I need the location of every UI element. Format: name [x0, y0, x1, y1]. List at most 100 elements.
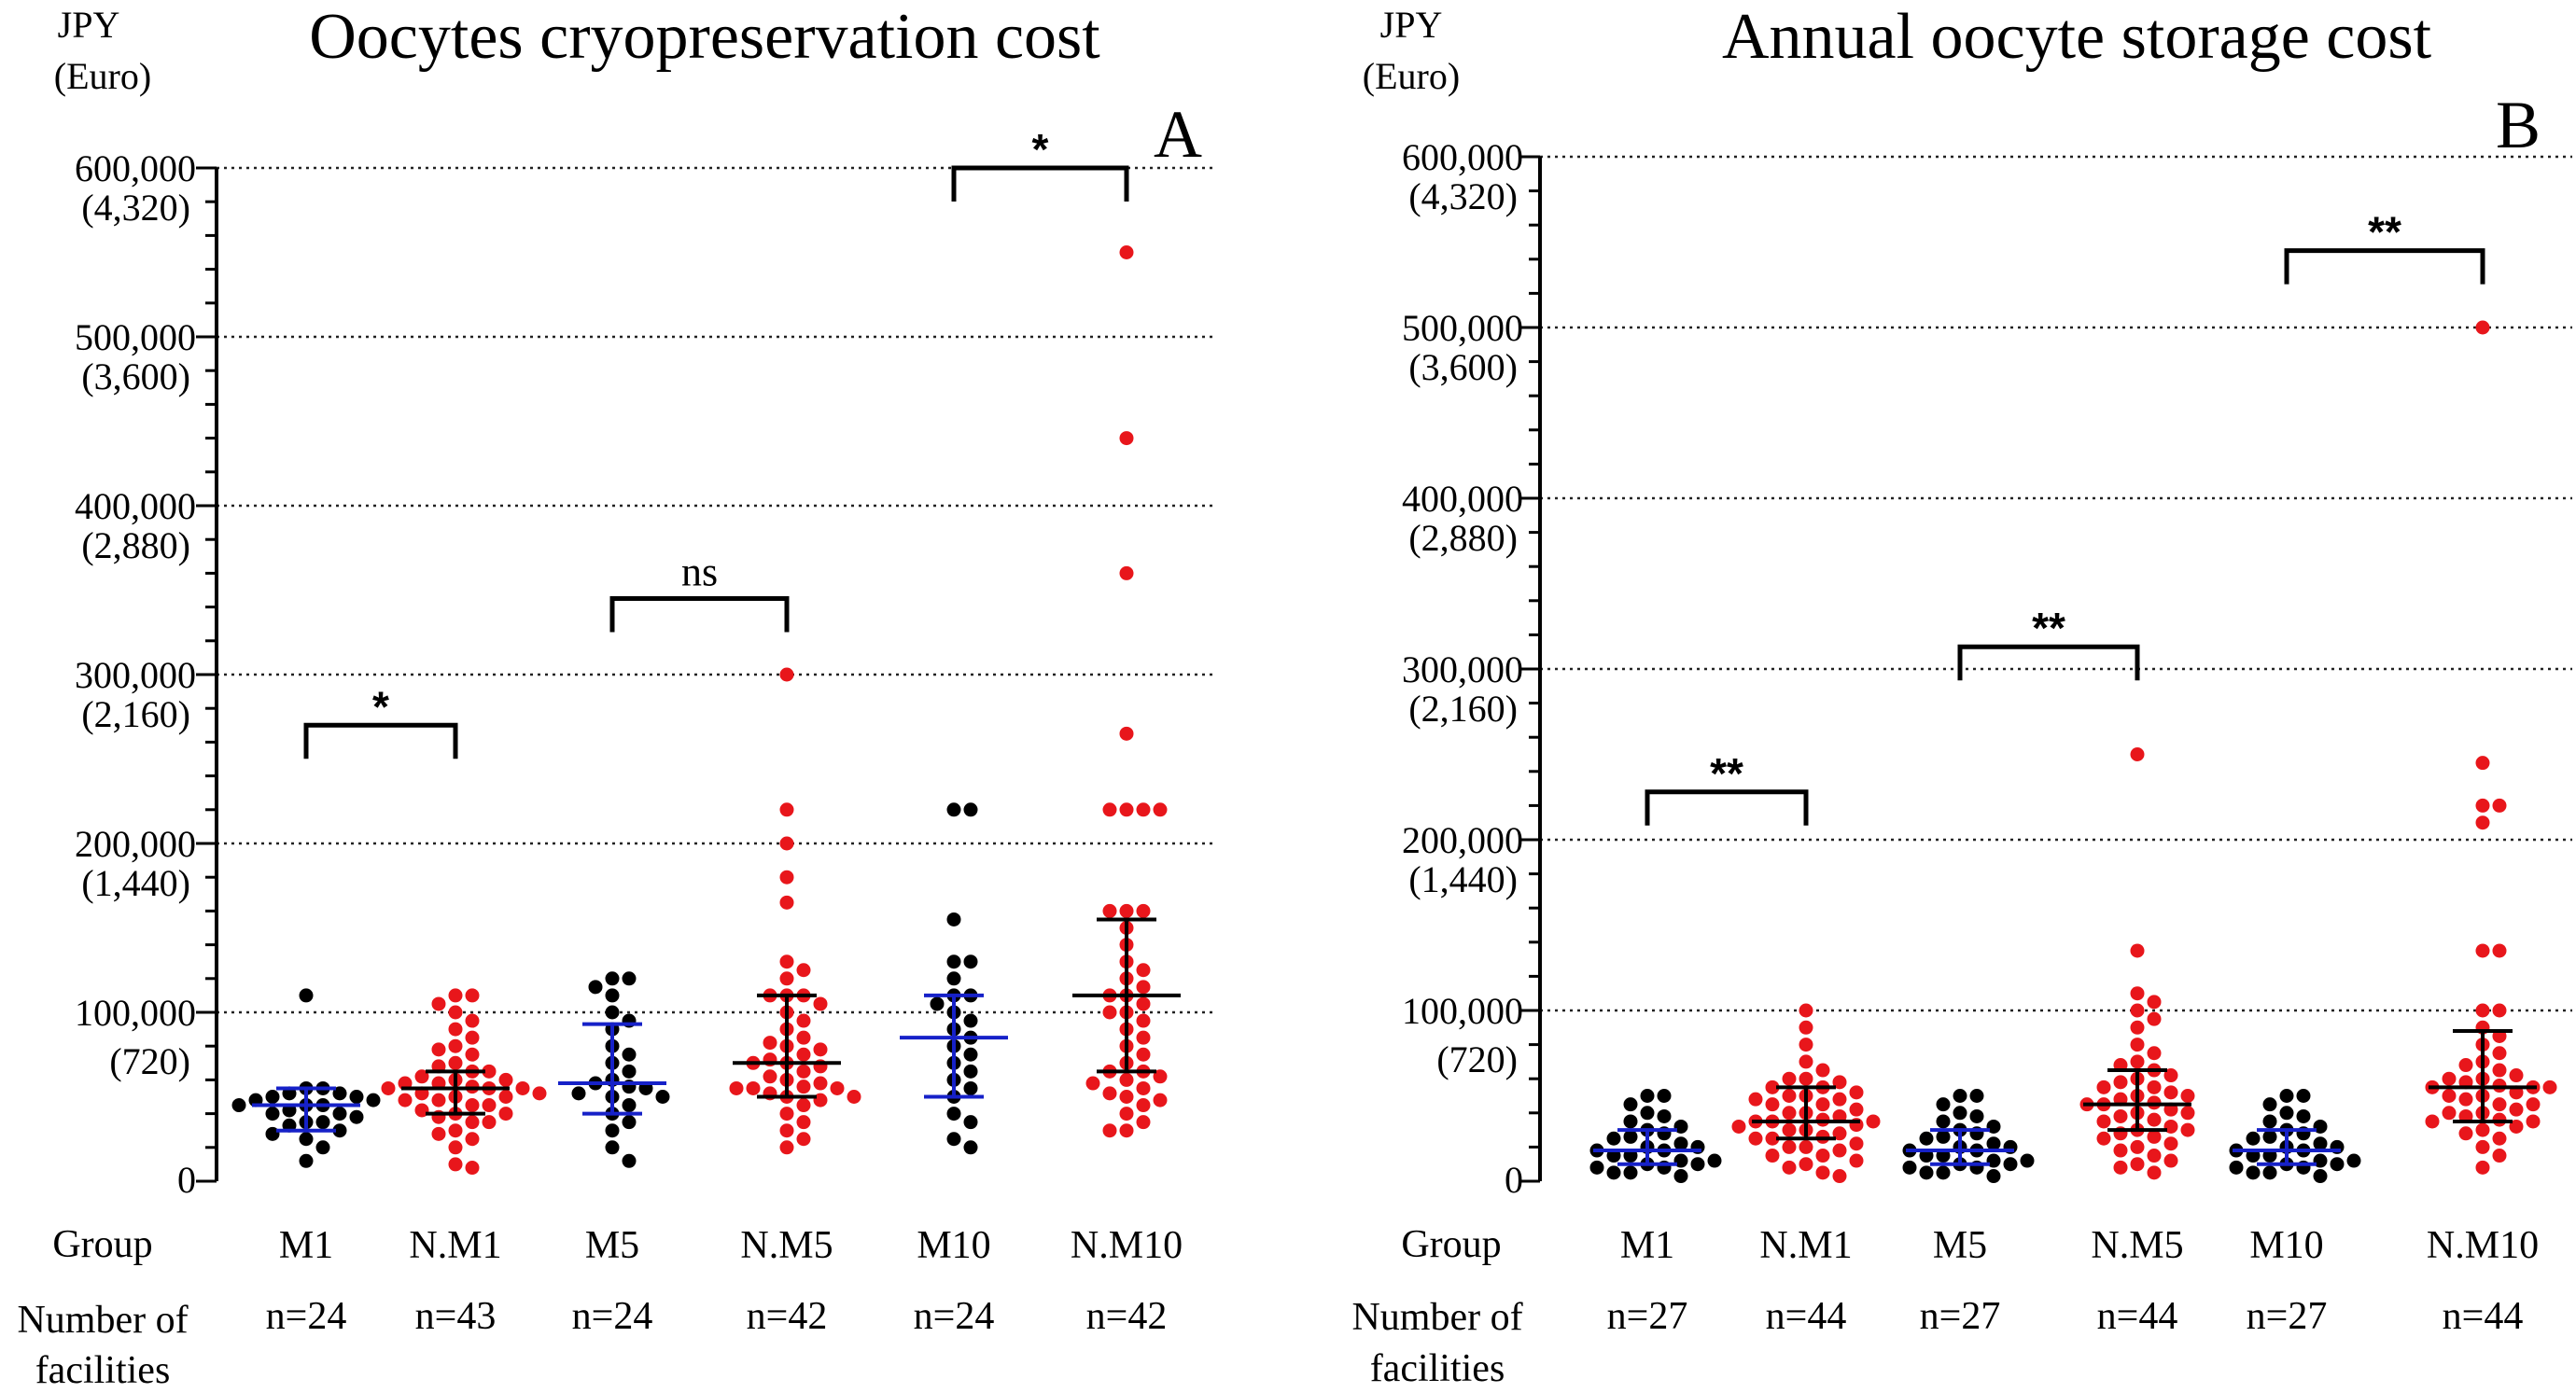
panel-a-title: Oocytes cryopreservation cost — [309, 1, 1100, 73]
data-point-nm1 — [1799, 1038, 1813, 1052]
data-point-nm5 — [796, 1080, 811, 1094]
significance-label: ** — [2368, 208, 2401, 257]
y-tick-euro-label: (2,880) — [1408, 517, 1518, 559]
data-point-nm5 — [779, 836, 794, 851]
data-point-nm10 — [2425, 1114, 2440, 1129]
panel-a-plot: 600,000(4,320) 500,000(3,600) 400,000(2,88… — [75, 125, 1213, 1338]
category-label: M10 — [2249, 1224, 2323, 1267]
data-point-nm1 — [448, 1157, 463, 1172]
data-point-m5 — [1953, 1089, 1967, 1103]
data-point-m5 — [1902, 1160, 1917, 1175]
data-point-nm5 — [796, 1013, 811, 1028]
data-point-nm5 — [796, 963, 811, 978]
data-point-m5 — [1986, 1119, 2001, 1134]
significance-label: * — [1032, 125, 1049, 174]
data-point-nm10 — [2492, 798, 2507, 813]
data-point-nm1 — [381, 1080, 396, 1095]
data-point-m1 — [1690, 1157, 1705, 1172]
data-point-nm10 — [1102, 1086, 1117, 1101]
data-point-m1 — [1673, 1153, 1688, 1168]
y-tick-euro-label: (2,160) — [1408, 688, 1518, 730]
data-point-nm5 — [779, 954, 794, 969]
data-point-nm5 — [2147, 995, 2162, 1010]
significance-bracket — [1957, 644, 2140, 681]
data-point-m1 — [1606, 1131, 1621, 1146]
data-point-nm10 — [2475, 1160, 2490, 1175]
data-point-nm1 — [431, 1126, 446, 1141]
panel-b-plot: 600,000(4,320) 500,000(3,600) 400,000(2,88… — [1402, 136, 2572, 1338]
data-point-m5 — [605, 1123, 620, 1138]
data-point-nm10 — [1119, 245, 1134, 259]
data-point-nm1 — [1815, 1165, 1830, 1180]
panel-a-facilities-label-2: facilities — [35, 1349, 171, 1392]
data-point-nm5 — [796, 1064, 811, 1079]
data-point-nm10 — [2475, 1003, 2490, 1018]
data-point-nm1 — [1832, 1126, 1847, 1141]
data-point-m10 — [2262, 1097, 2277, 1112]
data-point-nm5 — [779, 1123, 794, 1138]
data-point-nm10 — [1153, 1093, 1168, 1107]
data-point-m5 — [622, 1098, 637, 1113]
n-label: n=43 — [415, 1295, 497, 1338]
panel-b-ylabel-line2: (Euro) — [1363, 55, 1460, 97]
data-point-m1 — [265, 1126, 280, 1141]
data-point-nm5 — [2147, 1046, 2162, 1061]
data-point-nm1 — [448, 1055, 463, 1070]
data-point-nm5 — [2113, 1108, 2128, 1123]
data-point-nm10 — [1119, 431, 1134, 446]
n-label: n=27 — [1607, 1295, 1688, 1338]
data-point-m1 — [265, 1090, 280, 1104]
data-point-nm1 — [465, 1115, 480, 1130]
panel-b-title: Annual oocyte storage cost — [1722, 1, 2432, 73]
data-point-m5 — [2003, 1157, 2018, 1172]
data-point-nm10 — [1136, 1098, 1151, 1113]
data-point-nm5 — [2147, 1011, 2162, 1026]
data-point-nm1 — [1849, 1085, 1864, 1100]
data-point-m1 — [1623, 1165, 1638, 1180]
data-point-nm10 — [2492, 943, 2507, 958]
data-point-nm1 — [1849, 1136, 1864, 1151]
data-point-nm10 — [1119, 1090, 1134, 1104]
data-point-nm1 — [1832, 1169, 1847, 1184]
data-point-nm5 — [2130, 1054, 2145, 1069]
category-label: N.M10 — [2427, 1224, 2539, 1267]
data-point-nm1 — [1765, 1097, 1780, 1112]
panel-b-facilities-label-2: facilities — [1370, 1347, 1505, 1390]
data-point-nm5 — [2130, 1003, 2145, 1018]
data-point-nm1 — [414, 1069, 429, 1084]
n-label: n=44 — [1766, 1295, 1847, 1338]
data-point-nm5 — [2130, 1020, 2145, 1035]
data-point-m1 — [1589, 1160, 1604, 1175]
data-point-nm1 — [1849, 1153, 1864, 1168]
data-point-m10 — [2313, 1136, 2328, 1151]
data-point-nm1 — [532, 1086, 547, 1101]
data-point-nm5 — [2180, 1122, 2195, 1137]
y-tick-label: 400,000 — [75, 485, 196, 527]
data-point-nm10 — [2509, 1119, 2524, 1134]
data-point-m5 — [1936, 1165, 1951, 1180]
data-point-m10 — [963, 1115, 978, 1130]
data-point-nm5 — [2163, 1119, 2178, 1134]
data-point-nm1 — [1799, 1071, 1813, 1086]
panel-a-ylabel-line2: (Euro) — [54, 55, 151, 97]
data-point-m10 — [2330, 1157, 2345, 1172]
significance-bracket — [951, 165, 1129, 202]
data-point-m1 — [1657, 1108, 1672, 1123]
data-point-nm10 — [2458, 1058, 2473, 1073]
data-point-m10 — [2229, 1160, 2244, 1175]
data-point-m1 — [1707, 1153, 1722, 1168]
category-label: M10 — [917, 1224, 990, 1267]
data-point-nm10 — [2492, 1097, 2507, 1112]
y-tick-label: 600,000 — [75, 147, 196, 189]
significance-label: * — [372, 682, 389, 731]
n-label: n=24 — [914, 1295, 995, 1338]
significance-label: ** — [1710, 749, 1743, 798]
data-point-m10 — [946, 954, 961, 969]
data-point-nm1 — [465, 1013, 480, 1028]
data-point-m10 — [2246, 1131, 2261, 1146]
data-point-nm10 — [1102, 903, 1117, 918]
data-point-nm10 — [2475, 815, 2490, 830]
data-point-nm1 — [1765, 1131, 1780, 1146]
data-point-nm10 — [2442, 1089, 2457, 1103]
